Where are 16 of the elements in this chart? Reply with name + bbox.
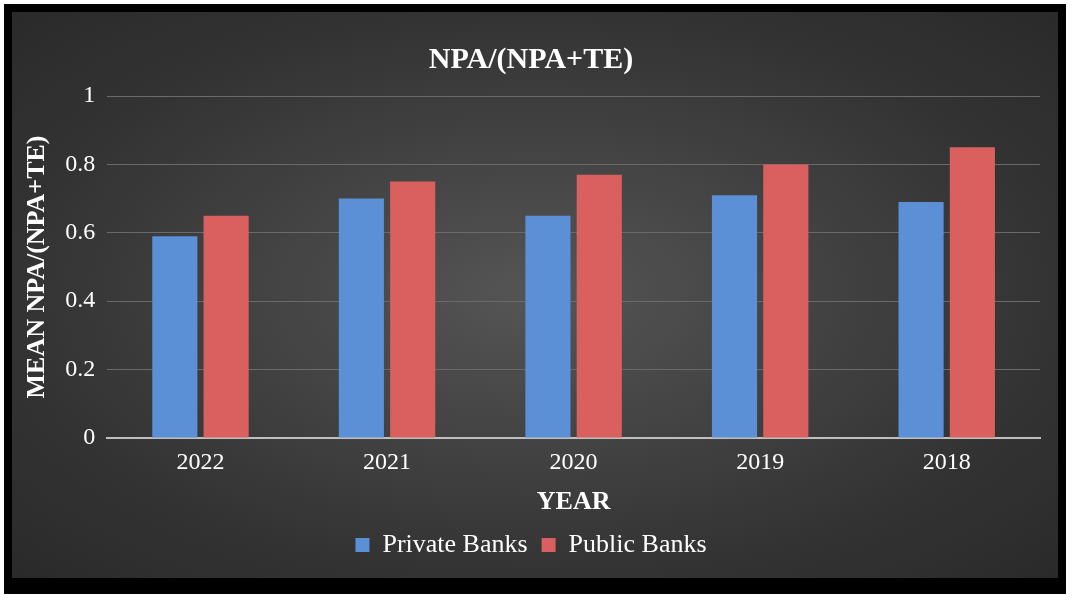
y-tick-label: 0.2 [65,354,96,381]
y-tick-label: 0 [83,423,96,450]
y-tick-label: 0.8 [65,149,96,176]
legend-label: Public Banks [568,528,707,558]
x-axis-title: YEAR [536,486,611,516]
y-axis-title: MEAN NPA/(NPA+TE) [21,135,51,399]
x-tick-label: 2021 [363,447,412,474]
x-tick-label: 2022 [176,447,225,474]
y-tick-label: 0.6 [65,218,96,245]
chart-title: NPA/(NPA+TE) [428,40,634,75]
x-tick-label: 2019 [736,447,785,474]
y-tick-label: 1 [83,81,96,108]
x-tick-label: 2020 [549,447,598,474]
x-tick-label: 2018 [922,447,971,474]
y-tick-label: 0.4 [65,286,96,313]
legend-label: Private Banks [382,528,528,558]
